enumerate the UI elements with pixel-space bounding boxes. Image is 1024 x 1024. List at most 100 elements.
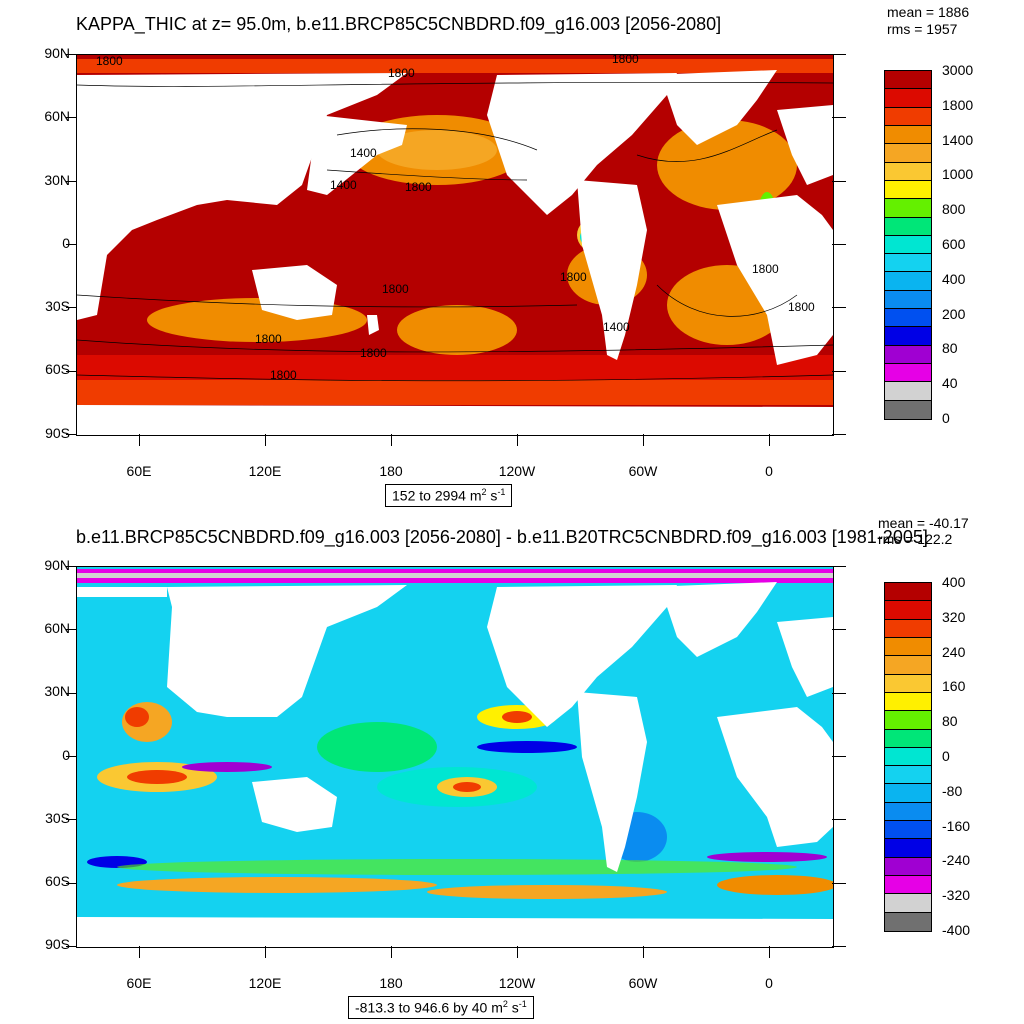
panel2-map bbox=[76, 566, 834, 948]
lat-label: 30N bbox=[44, 172, 70, 188]
panel1-field bbox=[77, 55, 833, 435]
colorbar-label: 400 bbox=[942, 574, 966, 590]
colorbar-swatch bbox=[885, 254, 931, 273]
axis-tick bbox=[139, 946, 140, 958]
lon-label: 120W bbox=[498, 975, 536, 991]
colorbar-label: 1800 bbox=[942, 96, 974, 113]
colorbar-swatch bbox=[885, 729, 931, 748]
lat-label: 90S bbox=[45, 425, 70, 441]
axis-tick bbox=[265, 434, 266, 446]
axis-tick bbox=[832, 819, 846, 821]
axis-tick bbox=[517, 434, 518, 446]
colorbar-swatch bbox=[885, 199, 931, 218]
colorbar-swatch bbox=[885, 125, 931, 145]
axis-tick bbox=[66, 566, 76, 567]
colorbar-swatch bbox=[885, 601, 931, 620]
colorbar-swatch bbox=[885, 784, 931, 803]
colorbar-swatch bbox=[885, 912, 931, 931]
colorbar-label: 3000 bbox=[942, 62, 974, 78]
colorbar-swatch bbox=[885, 235, 931, 255]
colorbar-swatch bbox=[885, 107, 931, 126]
panel2-field bbox=[77, 567, 833, 947]
axis-tick bbox=[517, 946, 518, 958]
axis-tick bbox=[66, 180, 76, 182]
colorbar-label: 320 bbox=[942, 608, 966, 625]
lon-label: 0 bbox=[765, 463, 773, 479]
colorbar-label: -160 bbox=[942, 817, 971, 834]
colorbar-label: 800 bbox=[942, 201, 966, 218]
colorbar-swatch bbox=[885, 272, 931, 291]
colorbar-label: 200 bbox=[942, 305, 966, 322]
axis-tick bbox=[832, 433, 846, 435]
lat-label: 60S bbox=[45, 873, 70, 889]
colorbar-swatch bbox=[885, 711, 931, 730]
colorbar-swatch bbox=[885, 637, 931, 657]
colorbar-label: 1400 bbox=[942, 131, 974, 148]
colorbar-label: -320 bbox=[942, 887, 971, 904]
colorbar-swatch bbox=[885, 71, 931, 90]
colorbar-swatch bbox=[885, 290, 931, 310]
panel2-colorbar bbox=[884, 582, 932, 932]
colorbar-swatch bbox=[885, 162, 931, 181]
colorbar-swatch bbox=[885, 821, 931, 840]
colorbar-swatch bbox=[885, 894, 931, 913]
colorbar-swatch bbox=[885, 144, 931, 163]
contour-label: 1800 bbox=[255, 332, 282, 346]
axis-tick bbox=[832, 945, 846, 947]
colorbar-swatch bbox=[885, 692, 931, 712]
lat-label: 60S bbox=[45, 361, 70, 377]
lat-label: 90N bbox=[44, 557, 70, 573]
panel2-range-box: -813.3 to 946.6 by 40 m2 s-1 bbox=[348, 996, 534, 1019]
axis-tick bbox=[66, 945, 76, 947]
contour-label: 1400 bbox=[330, 178, 357, 192]
colorbar-label: -240 bbox=[942, 852, 971, 869]
colorbar-swatch bbox=[885, 747, 931, 767]
contour-label: 1800 bbox=[382, 282, 409, 296]
axis-tick bbox=[265, 946, 266, 958]
lat-label: 0 bbox=[26, 235, 70, 251]
panel1-mean: mean = 1886 bbox=[887, 4, 970, 20]
axis-tick bbox=[391, 946, 392, 958]
panel1-range-box: 152 to 2994 m2 s-1 bbox=[385, 484, 513, 507]
axis-tick bbox=[832, 180, 846, 182]
axis-tick bbox=[66, 54, 76, 55]
axis-tick bbox=[832, 54, 846, 55]
colorbar-swatch bbox=[885, 857, 931, 876]
lon-label: 180 bbox=[379, 463, 403, 479]
colorbar-label: 600 bbox=[942, 236, 966, 252]
lon-label: 0 bbox=[765, 975, 773, 991]
axis-tick bbox=[66, 629, 76, 631]
axis-tick bbox=[643, 946, 644, 958]
panel2-range-unit: m bbox=[491, 999, 503, 1016]
contour-label: 1800 bbox=[388, 66, 415, 80]
lon-label: 60E bbox=[126, 463, 152, 479]
lat-label: 60N bbox=[44, 620, 70, 636]
panel1-range-unit: m bbox=[469, 487, 482, 504]
axis-tick bbox=[832, 882, 846, 884]
lon-label: 180 bbox=[379, 975, 403, 991]
panel2-mean: mean = -40.17 bbox=[878, 515, 969, 531]
colorbar-label: 0 bbox=[942, 748, 950, 764]
colorbar-label: 40 bbox=[942, 375, 958, 392]
axis-tick bbox=[643, 434, 644, 446]
colorbar-swatch bbox=[885, 364, 931, 383]
colorbar-swatch bbox=[885, 583, 931, 602]
colorbar-label: 240 bbox=[942, 643, 966, 660]
panel2-range-text: -813.3 to 946.6 by 40 bbox=[355, 999, 488, 1016]
lon-label: 120E bbox=[248, 463, 282, 479]
panel2-title: b.e11.BRCP85C5CNBDRD.f09_g16.003 [2056-2… bbox=[76, 527, 928, 547]
colorbar-swatch bbox=[885, 876, 931, 895]
axis-tick bbox=[66, 243, 76, 245]
lat-label: 30S bbox=[45, 298, 70, 314]
colorbar-swatch bbox=[885, 802, 931, 822]
lat-label: 30N bbox=[44, 683, 70, 699]
axis-tick bbox=[832, 370, 846, 372]
colorbar-label: 160 bbox=[942, 678, 966, 695]
contour-label: 1400 bbox=[350, 146, 377, 160]
axis-tick bbox=[391, 434, 392, 446]
axis-tick bbox=[832, 692, 846, 694]
lon-label: 120W bbox=[498, 463, 536, 479]
colorbar-label: 1000 bbox=[942, 166, 974, 183]
contour-label: 1400 bbox=[603, 320, 630, 334]
colorbar-swatch bbox=[885, 656, 931, 675]
